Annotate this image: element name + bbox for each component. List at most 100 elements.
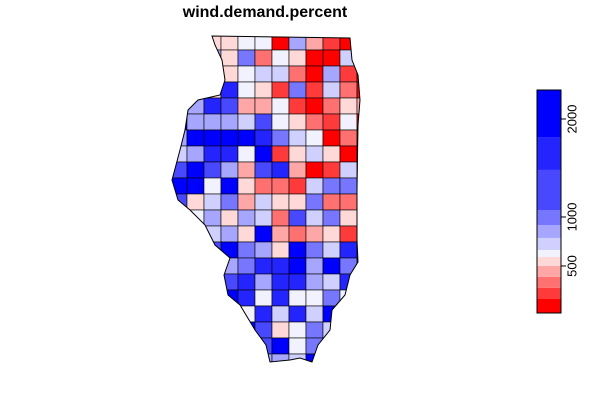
county [172,257,188,275]
county [356,81,360,99]
county [339,49,358,67]
county [220,289,239,307]
legend-tick-label: 1000 [564,203,579,232]
county [322,36,341,51]
county [186,241,205,259]
county [254,305,273,323]
county [305,209,324,227]
legend-tick-label: 2000 [564,105,579,134]
legend-band [537,265,561,277]
legend-band [537,249,561,257]
county [203,289,222,307]
county [172,321,188,339]
county [220,145,239,163]
county [356,161,360,179]
county [305,305,324,323]
county [172,161,188,179]
county [288,209,307,227]
county [288,273,307,291]
county [288,257,307,275]
county [305,225,324,243]
color-legend: 500 1000 2000 [536,89,579,314]
county [254,113,273,131]
county [288,321,307,339]
county [339,225,358,243]
county [356,36,360,51]
county [271,321,290,339]
legend-band [537,225,561,238]
county [237,225,256,243]
county [339,129,358,147]
county [356,305,360,323]
county [186,161,205,179]
county [254,353,273,362]
county [220,241,239,259]
county [186,129,205,147]
county [305,113,324,131]
county [254,257,273,275]
county [305,97,324,115]
county [271,177,290,195]
county [356,177,360,195]
county [288,337,307,355]
county [339,209,358,227]
county [172,113,188,131]
county [356,209,360,227]
county [186,273,205,291]
county [186,305,205,323]
county [322,209,341,227]
county [203,321,222,339]
county [172,337,188,355]
county [339,321,358,339]
county [356,129,360,147]
county [172,353,188,362]
county [288,49,307,67]
map-title: wind.demand.percent [182,4,348,21]
county [305,337,324,355]
county [254,209,273,227]
county [288,177,307,195]
county [237,65,256,83]
county [322,177,341,195]
county [237,161,256,179]
county [271,129,290,147]
legend-band [537,237,561,250]
county [172,65,188,83]
county [322,81,341,99]
county [203,241,222,259]
county [237,289,256,307]
county [339,305,358,323]
county [172,193,188,211]
county [339,257,358,275]
county [186,321,205,339]
county [254,337,273,355]
county [271,305,290,323]
county [254,321,273,339]
county [203,145,222,163]
county [237,129,256,147]
legend-band [537,210,561,226]
county [237,337,256,355]
county [186,81,205,99]
county [203,97,222,115]
county [186,36,205,51]
county [271,161,290,179]
county [271,225,290,243]
county [186,209,205,227]
county [172,305,188,323]
county [322,353,341,362]
county [305,65,324,83]
county [339,241,358,259]
county [288,97,307,115]
county [203,353,222,362]
county [305,161,324,179]
county [271,289,290,307]
county [339,337,358,355]
county [305,321,324,339]
county [339,36,358,51]
county [288,193,307,211]
county [186,49,205,67]
county [172,273,188,291]
county [237,81,256,99]
county [305,81,324,99]
